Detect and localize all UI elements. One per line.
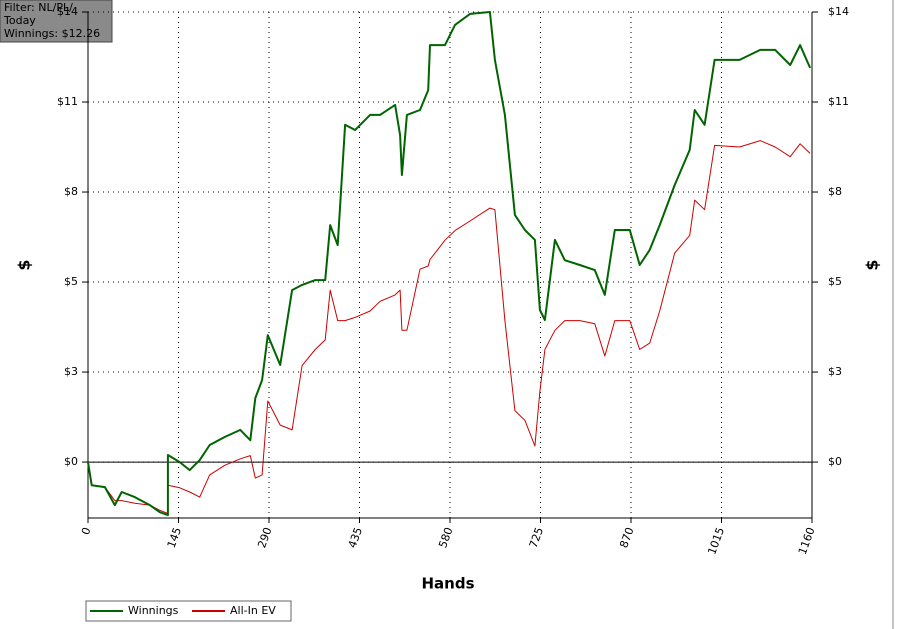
legend: Winnings All-In EV (85, 600, 292, 622)
y2-tick-label: $8 (828, 185, 842, 198)
legend-label: Winnings (128, 604, 179, 617)
y-tick-label: $8 (64, 185, 78, 198)
y-tick-label: $0 (64, 455, 78, 468)
legend-label: All-In EV (230, 604, 276, 617)
y2-tick-label: $14 (828, 5, 849, 18)
y2-tick-label: $3 (828, 365, 842, 378)
y-tick-label: $5 (64, 275, 78, 288)
x-tick-label: 0 (79, 526, 94, 537)
filter-box-bg (0, 0, 113, 43)
y-tick-label: $3 (64, 365, 78, 378)
series-line (87, 140, 811, 514)
y2-tick-label: $5 (828, 275, 842, 288)
filter-box: Filter: NL/PL/ Today Winnings: $12.26 (0, 0, 113, 43)
y-tick-label: $14 (57, 5, 78, 18)
legend-box (85, 600, 292, 622)
y2-tick-label: $11 (828, 95, 849, 108)
filter-line: Winnings: $12.26 (4, 27, 100, 40)
filter-line: Filter: NL/PL/ (4, 1, 73, 14)
series-line (87, 11, 812, 517)
y-tick-label: $11 (57, 95, 78, 108)
y-axis-label: $ (15, 259, 34, 270)
x-axis-label: Hands (421, 575, 474, 593)
y2-tick-label: $0 (828, 455, 842, 468)
y2-axis-label: $ (863, 259, 882, 270)
filter-line: Today (3, 14, 36, 27)
